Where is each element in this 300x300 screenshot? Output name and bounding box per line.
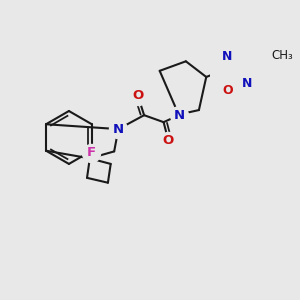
Text: O: O [132, 89, 143, 102]
Text: N: N [222, 50, 232, 63]
Text: N: N [113, 123, 124, 136]
Text: O: O [163, 134, 174, 147]
Text: N: N [242, 77, 252, 90]
Text: N: N [173, 109, 184, 122]
Text: F: F [87, 146, 96, 159]
Text: O: O [222, 83, 232, 97]
Text: CH₃: CH₃ [271, 49, 293, 62]
